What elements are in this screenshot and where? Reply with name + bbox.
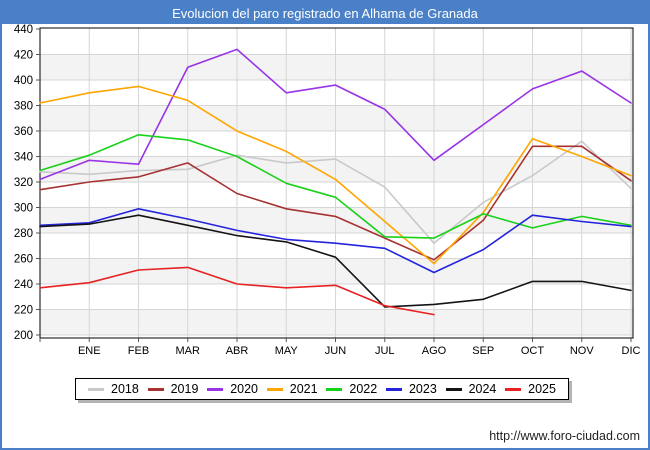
svg-text:260: 260: [14, 254, 33, 266]
series-line-2025: [39, 266, 435, 316]
svg-text:MAR: MAR: [176, 345, 201, 357]
legend-label-2021: 2021: [289, 382, 318, 396]
svg-text:400: 400: [14, 75, 33, 87]
svg-text:280: 280: [14, 228, 33, 240]
svg-text:220: 220: [14, 305, 33, 317]
svg-text:340: 340: [14, 152, 33, 164]
series-line-2019: [39, 145, 632, 261]
svg-text:JUN: JUN: [325, 345, 346, 357]
legend-label-2022: 2022: [349, 382, 378, 396]
legend-swatch-2019: [147, 387, 164, 391]
series-line-2020: [39, 48, 632, 181]
legend-item-2020: 2020: [207, 382, 258, 396]
svg-text:300: 300: [14, 203, 33, 215]
grid-lines: [40, 28, 633, 338]
series-line-2018: [39, 140, 632, 244]
series-line-2023: [39, 208, 632, 274]
svg-text:200: 200: [14, 330, 33, 342]
legend-swatch-2024: [445, 387, 462, 391]
svg-text:240: 240: [14, 279, 33, 291]
legend-item-2021: 2021: [266, 382, 318, 396]
legend-item-2023: 2023: [385, 382, 437, 396]
svg-text:ENE: ENE: [78, 345, 101, 357]
svg-text:DIC: DIC: [622, 345, 641, 357]
svg-text:420: 420: [14, 50, 33, 62]
series-line-2021: [39, 85, 632, 265]
legend-label-2018: 2018: [111, 382, 139, 396]
svg-text:AGO: AGO: [422, 345, 447, 357]
legend-swatch-2021: [266, 387, 283, 391]
legend-swatch-2018: [88, 387, 104, 391]
legend-box: 2018 2019 2020 2021 2022 2023 2024 2025: [75, 378, 569, 400]
legend-item-2024: 2024: [445, 382, 497, 396]
legend-item-2022: 2022: [326, 382, 377, 396]
footer-url[interactable]: http://www.foro-ciudad.com: [489, 429, 640, 443]
svg-text:JUL: JUL: [375, 345, 395, 357]
series-line-2024: [39, 214, 632, 308]
svg-text:OCT: OCT: [521, 345, 545, 357]
svg-text:320: 320: [14, 177, 33, 189]
legend-label-2024: 2024: [468, 382, 497, 396]
legend-item-2018: 2018: [88, 382, 139, 396]
legend-label-2025: 2025: [528, 382, 556, 396]
plot-bands: [40, 54, 633, 335]
svg-text:440: 440: [14, 24, 33, 36]
svg-text:360: 360: [14, 126, 33, 138]
legend-item-2019: 2019: [147, 382, 199, 396]
legend-label-2023: 2023: [408, 382, 437, 396]
x-axis-labels: ENE FEB MAR ABR MAY JUN JUL AGO SEP OCT NOV DIC: [78, 345, 641, 357]
y-axis-labels: 200 220 240 260 280 300 320 340 360 380 400 420 440: [14, 24, 33, 342]
svg-text:380: 380: [14, 101, 33, 113]
legend-item-2025: 2025: [505, 382, 556, 396]
legend-swatch-2020: [207, 387, 224, 391]
legend-swatch-2025: [505, 387, 522, 391]
axis-ticks: [36, 28, 632, 342]
svg-text:NOV: NOV: [570, 345, 595, 357]
legend-swatch-2022: [326, 387, 343, 391]
series-line-2022: [39, 134, 632, 239]
page-title: Evolucion del paro registrado en Alhama …: [172, 5, 478, 21]
svg-text:ABR: ABR: [226, 345, 249, 357]
title-bar: Evolucion del paro registrado en Alhama …: [2, 2, 648, 24]
svg-text:SEP: SEP: [472, 345, 494, 357]
svg-text:FEB: FEB: [128, 345, 149, 357]
svg-text:MAY: MAY: [275, 345, 299, 357]
legend-label-2020: 2020: [230, 382, 258, 396]
plot-border: [39, 27, 634, 339]
legend-swatch-2023: [385, 387, 402, 391]
legend-label-2019: 2019: [170, 382, 199, 396]
